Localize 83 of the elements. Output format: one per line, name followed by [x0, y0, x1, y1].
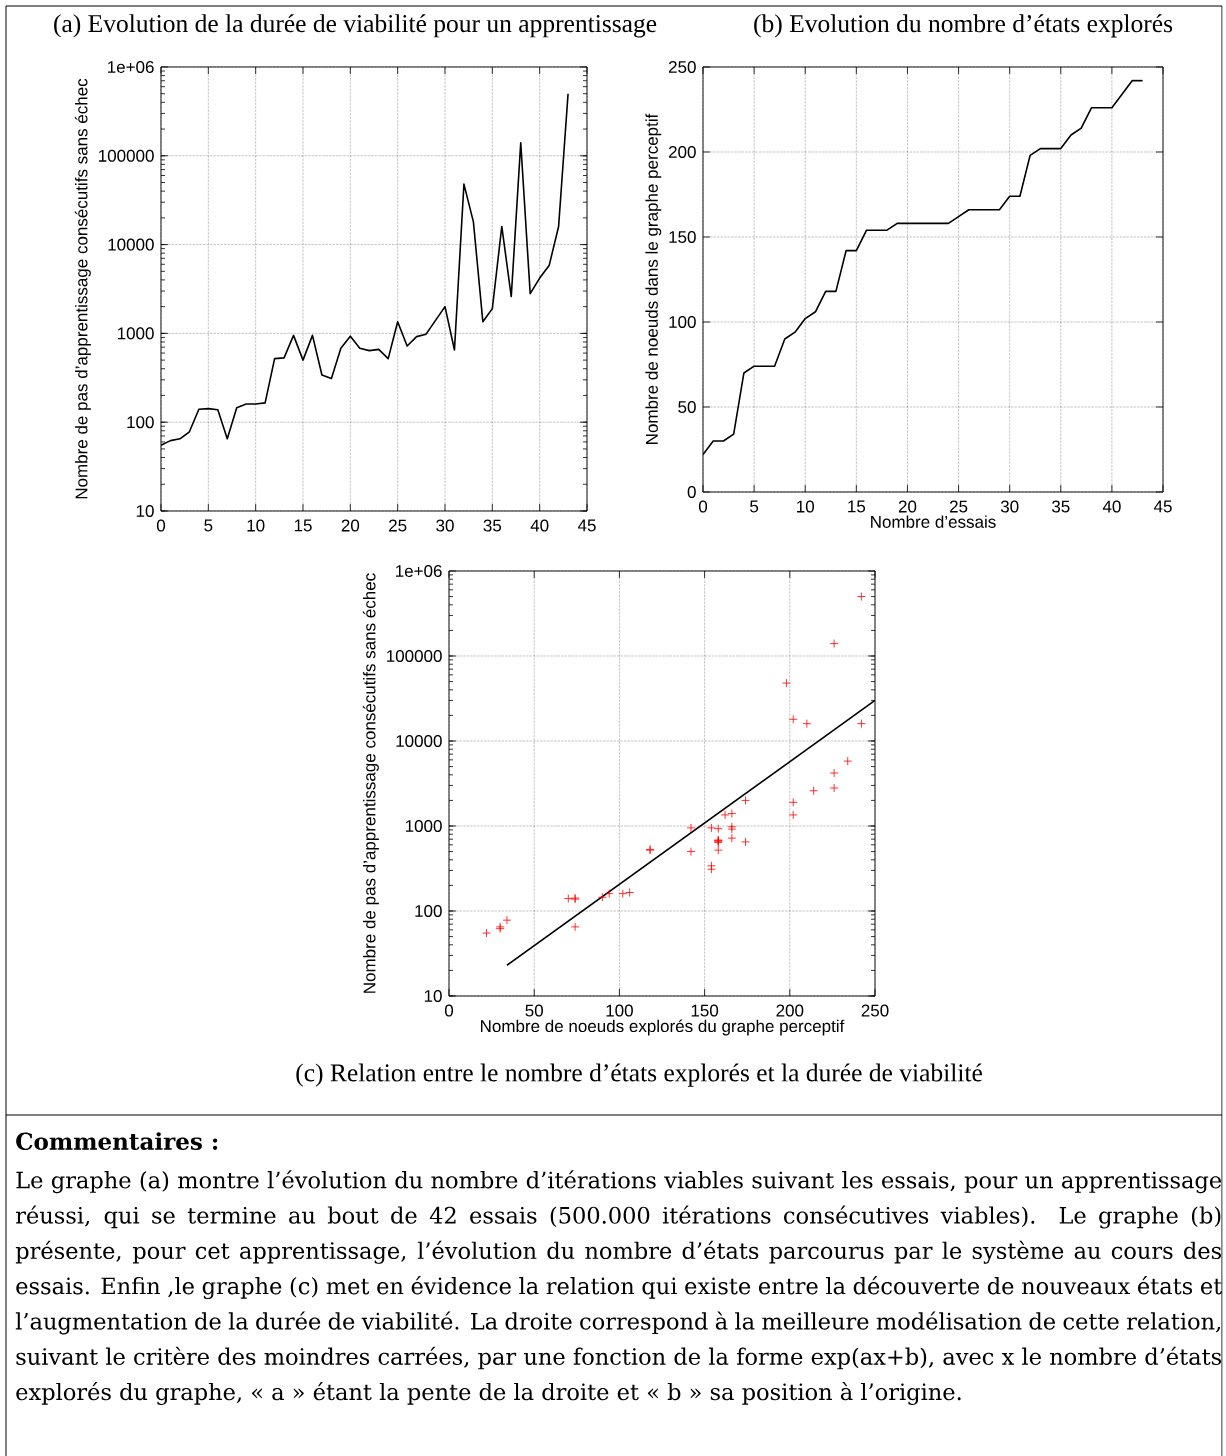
text: (c) Relation entre le nombre d’états explorés et la durée de viabilité	[296, 1063, 982, 1087]
point	[482, 928, 491, 938]
x-tick-label: 40	[530, 519, 549, 532]
x-tick-label: 30	[1000, 500, 1019, 513]
point	[563, 894, 573, 903]
point	[686, 823, 696, 833]
point	[713, 845, 723, 855]
y-tick-label: 0	[687, 485, 696, 499]
point	[707, 823, 716, 833]
point	[686, 847, 696, 856]
y-tick-label: 100000	[387, 649, 442, 663]
point	[802, 719, 812, 729]
point	[597, 892, 607, 902]
x-tick-label: 20	[898, 500, 917, 513]
point	[713, 824, 723, 834]
chart-title: (b) Evolution du nombre d’états explorés	[754, 14, 1173, 38]
y-tick-label: 100	[415, 904, 442, 918]
x-tick-label: 40	[1102, 500, 1121, 513]
x-tick-label: 25	[389, 519, 407, 532]
point	[782, 678, 791, 688]
point	[843, 756, 853, 766]
x-tick-label: 20	[341, 519, 360, 532]
y-tick-label: 200	[668, 145, 696, 159]
point	[727, 809, 737, 818]
y-tick-label: 1000	[405, 819, 442, 833]
x-tick-label: 15	[848, 500, 866, 513]
point	[720, 810, 730, 820]
x-tick-label: 15	[294, 519, 312, 532]
x-tick-label: 200	[776, 1004, 804, 1017]
point	[856, 719, 866, 729]
y-tick-label: 100000	[99, 149, 154, 162]
y-tick-label: 150	[669, 230, 696, 244]
x-tick-label: 5	[750, 500, 759, 513]
point	[829, 768, 839, 778]
y-tick-label: 100	[669, 315, 696, 329]
point	[625, 888, 635, 897]
x-tick-label: 0	[156, 519, 166, 532]
point	[502, 915, 512, 925]
y-tick-label: 50	[678, 400, 696, 414]
y-axis-title: Nombre de pas d’apprentissage consécutifs sans échec	[362, 573, 379, 993]
y-tick-label: 100	[127, 416, 154, 429]
point	[788, 810, 798, 820]
point	[741, 837, 750, 847]
x-tick-label: 25	[949, 500, 968, 513]
text: Le graphe (a) montre l’évolution du nombre d’itérations viables suivant les essais, pour un apprentissage réussi, qui se termine au bout de 42 essais (500.000 itérations consécutives viables). Le graphe (b) présente, pour cet apprentissage, l’évolution du nombre d’états parcourus par le système au cours des essais. Enfin ,le graphe (c) met en évidence la relation qui existe entre la découverte de nouveaux états et l’augmentation de la durée de viabilité. La droite correspond à la meilleure modélisation de cette relation, suivant le critère des moindres carrées, par une fonction de la forme exp(ax+b), avec x le nombre d’états explorés du graphe, « a » étant la pente de la droite et « b » sa position à l’origine.	[15, 1170, 1223, 1405]
point	[829, 639, 839, 648]
x-tick-label: 50	[525, 1004, 543, 1017]
point	[856, 592, 866, 601]
x-tick-label: 0	[444, 1004, 454, 1017]
text: Commentaires :	[16, 1132, 218, 1150]
point	[727, 833, 737, 843]
x-tick-label: 35	[483, 519, 502, 532]
x-tick-label: 0	[698, 500, 708, 513]
point	[570, 922, 580, 932]
y-tick-label: 250	[668, 60, 696, 74]
y-axis-title: Nombre de pas d’apprentissage consécutifs sans échec	[74, 78, 91, 499]
x-tick-label: 5	[204, 519, 213, 532]
x-tick-label: 10	[797, 500, 815, 513]
x-tick-label: 30	[436, 519, 454, 532]
x-tick-label: 100	[606, 1004, 633, 1017]
y-tick-label: 1e+06	[396, 564, 442, 578]
x-axis-title: Nombre de noeuds explorés du graphe perceptif	[481, 1019, 845, 1036]
y-tick-label: 10000	[396, 734, 442, 748]
x-axis-title: Nombre d’essais	[871, 515, 996, 528]
point	[809, 786, 819, 796]
point	[741, 796, 750, 805]
x-tick-label: 45	[577, 519, 596, 532]
point	[788, 714, 798, 724]
x-tick-label: 10	[247, 519, 265, 532]
x-tick-label: 35	[1051, 500, 1070, 513]
point	[604, 889, 614, 899]
point	[788, 797, 798, 807]
y-axis-title: Nombre de noeuds dans le graphe perceptif	[645, 113, 662, 444]
chart-title: (a) Evolution de la durée de viabilité pour un apprentissage	[54, 14, 657, 38]
point	[829, 783, 839, 793]
y-tick-label: 10	[424, 989, 442, 1003]
x-tick-label: 45	[1153, 500, 1172, 513]
y-tick-label: 10000	[108, 238, 154, 251]
x-tick-label: 150	[691, 1004, 719, 1017]
y-tick-label: 1e+06	[108, 60, 154, 74]
point	[618, 889, 628, 899]
y-tick-label: 1000	[117, 327, 154, 340]
x-tick-label: 250	[861, 1004, 889, 1017]
